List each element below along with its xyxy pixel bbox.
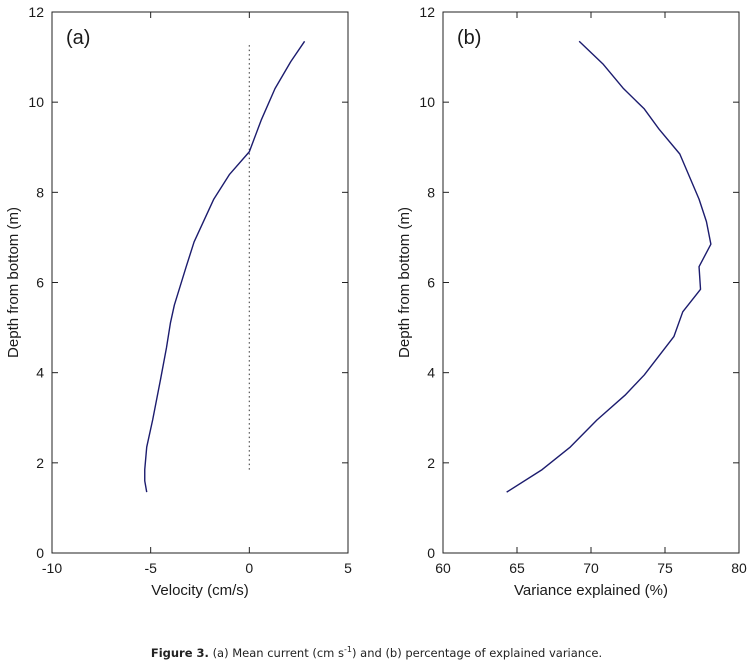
series-line: [144, 40, 306, 493]
y-tick-label: 0: [427, 545, 435, 561]
caption-text-1: (a) Mean current (cm s: [212, 645, 345, 660]
plot-frame: [51, 11, 349, 554]
x-tick-label: 75: [657, 560, 673, 576]
y-tick-label: 2: [36, 455, 44, 471]
y-tick-label: 8: [427, 184, 435, 200]
x-tick-label: 0: [245, 560, 253, 576]
y-axis-label: Depth from bottom (m): [5, 207, 22, 358]
y-tick-label: 10: [28, 94, 44, 110]
x-tick-label: 60: [435, 560, 451, 576]
x-tick-label: 65: [509, 560, 525, 576]
panel-label: (b): [457, 27, 481, 49]
x-axis-label: Velocity (cm/s): [151, 582, 249, 599]
x-tick-label: -10: [42, 560, 62, 576]
y-tick-label: 6: [427, 275, 435, 291]
y-tick-label: 8: [36, 184, 44, 200]
y-axis-label: Depth from bottom (m): [396, 207, 413, 358]
y-tick-label: 10: [419, 94, 435, 110]
caption-superscript: -1: [344, 645, 353, 654]
y-tick-label: 4: [36, 365, 44, 381]
y-tick-label: 12: [28, 4, 44, 20]
series-line: [506, 40, 712, 493]
y-tick-label: 6: [36, 275, 44, 291]
y-tick-label: 12: [419, 4, 435, 20]
y-tick-label: 2: [427, 455, 435, 471]
figure: -10 -5 0 5 0 2 4 6 8 10 12 Velocity (cm/s) Depth fro…: [5, 4, 747, 599]
x-tick-label: 70: [583, 560, 599, 576]
caption-text-2: ) and (b) percentage of explained varian…: [352, 645, 603, 660]
figure-caption: Figure 3. (a) Mean current (cm s-1) and …: [0, 645, 753, 660]
panel-b-variance-profile: 60 65 70 75 80 0 2 4 6 8 10 12 Variance explained (%…: [396, 4, 747, 599]
caption-label: Figure 3.: [150, 645, 209, 660]
y-tick-label: 0: [36, 545, 44, 561]
panel-label: (a): [66, 27, 90, 49]
x-tick-label: 5: [344, 560, 352, 576]
x-tick-label: 80: [731, 560, 747, 576]
y-tick-label: 4: [427, 365, 435, 381]
x-tick-label: -5: [144, 560, 157, 576]
panel-a-velocity-profile: -10 -5 0 5 0 2 4 6 8 10 12 Velocity (cm/s) Depth fro…: [5, 4, 352, 599]
x-axis-label: Variance explained (%): [514, 582, 668, 599]
plot-frame: [442, 11, 740, 554]
